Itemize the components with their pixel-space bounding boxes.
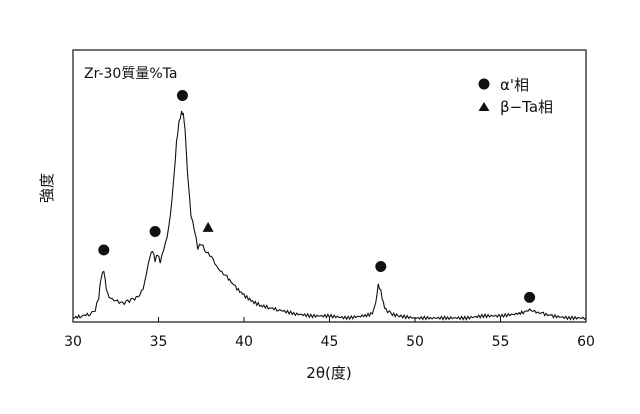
alpha-peak-marker (375, 261, 387, 272)
x-axis-label: 2θ(度) (306, 364, 351, 382)
x-tick-label: 55 (492, 334, 510, 350)
legend-triangle-marker (478, 102, 490, 111)
x-tick-label: 30 (64, 334, 82, 350)
series-layer (72, 110, 587, 321)
legend-circle-marker (478, 78, 490, 90)
x-tick-label: 35 (150, 334, 168, 350)
x-tick-label: 45 (321, 334, 339, 350)
x-tick-layer: 30 35 40 45 50 55 60 (64, 317, 595, 350)
peak-marker-layer (98, 90, 536, 303)
sample-annotation: Zr-30質量%Ta (84, 66, 177, 82)
legend-label-alpha: α'相 (500, 76, 529, 94)
alpha-peak-marker (149, 226, 161, 237)
beta-peak-marker (202, 221, 214, 232)
x-tick-label: 40 (235, 334, 253, 350)
xrd-pattern-line-0 (72, 110, 587, 321)
y-axis-label: 強度 (38, 173, 56, 203)
alpha-peak-marker (176, 90, 188, 101)
x-tick-label: 60 (577, 334, 595, 350)
x-tick-label: 50 (406, 334, 424, 350)
alpha-peak-marker (524, 291, 536, 303)
legend-label-beta: β−Ta相 (500, 98, 553, 116)
alpha-peak-marker (98, 244, 110, 256)
